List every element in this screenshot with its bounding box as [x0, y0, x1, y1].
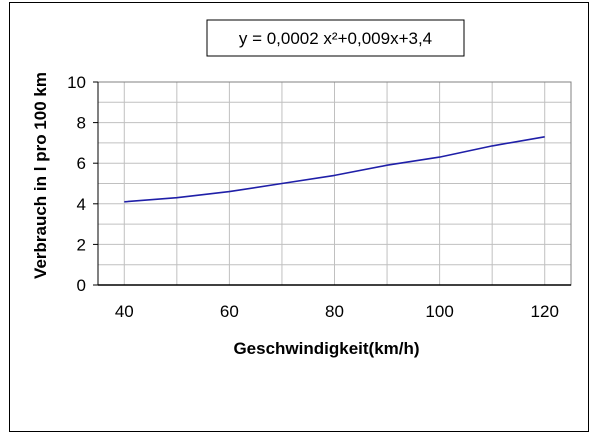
chart: 0 2 4 6 8 10 40 60 80 100 120 Verbrauch in l pro … [31, 19, 572, 358]
series-line [124, 136, 545, 203]
formula-box [206, 19, 465, 57]
formula-annotation: y = 0,0002 x²+0,009x+3,4 [239, 29, 432, 48]
x-tick-label: 80 [325, 302, 344, 321]
series-lines [124, 136, 545, 203]
y-tick-labels: 0 2 4 6 8 10 [67, 73, 98, 295]
x-tick-label: 40 [115, 302, 134, 321]
y-axis-title: Verbrauch in l pro 100 km [31, 72, 50, 279]
y-tick-label: 8 [77, 114, 86, 133]
y-tick-label: 4 [77, 195, 86, 214]
y-tick-label: 2 [77, 235, 86, 254]
y-tick-label: 10 [67, 73, 86, 92]
grid [98, 82, 571, 285]
x-tick-label: 120 [531, 302, 559, 321]
x-tick-label: 100 [425, 302, 453, 321]
x-tick-label: 60 [220, 302, 239, 321]
x-tick-labels: 40 60 80 100 120 [115, 302, 559, 321]
y-tick-label: 6 [77, 154, 86, 173]
x-axis-title: Geschwindigkeit(km/h) [233, 339, 419, 358]
y-tick-label: 0 [77, 276, 86, 295]
